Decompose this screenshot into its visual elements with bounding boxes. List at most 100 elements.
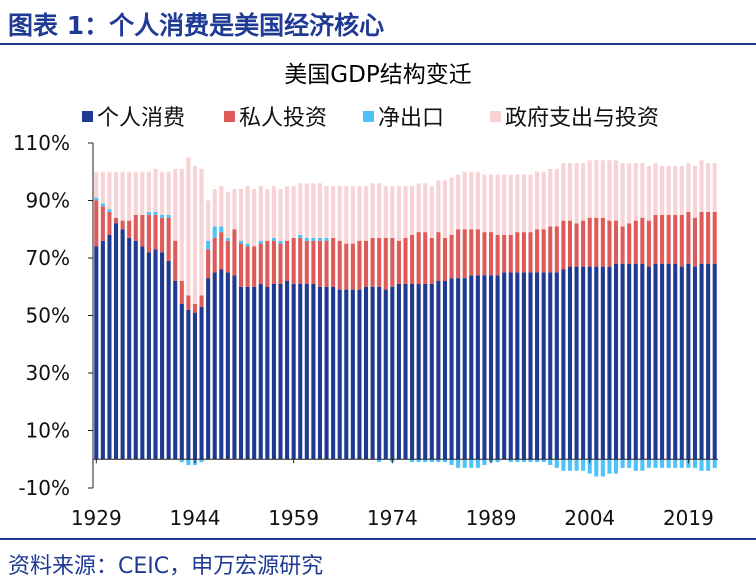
y-axis: 110% 90% 70% 50% 30% 10% -10% [13,131,94,500]
bar-segment-1940-1 [166,217,171,261]
bar-segment-2011-0 [633,263,638,460]
bar-segment-1939-0 [160,252,165,460]
bar-segment-1978-2 [416,459,421,463]
legend-swatch-3 [490,111,501,122]
bar-segment-1930-3 [100,171,105,204]
bar-segment-1940-0 [166,260,171,460]
bar-segment-1953-1 [252,246,257,287]
bar-segment-2017-0 [673,263,678,460]
bar-segment-2022-2 [706,459,711,471]
bar-segment-1932-1 [113,217,119,224]
bar-segment-1947-1 [212,237,217,273]
bar-segment-2007-2 [607,459,612,474]
bar-segment-1948-1 [219,232,224,270]
bar-segment-1994-2 [521,459,526,463]
bar-segment-1934-3 [127,171,132,221]
bar-segment-1978-3 [416,183,421,233]
bar-segment-2012-2 [640,459,645,471]
y-tick-label: 10% [26,419,70,443]
bar-segment-1986-3 [469,171,474,230]
bar-segment-1987-3 [475,171,480,230]
bar-segment-1935-3 [133,171,138,215]
bar-segment-1951-0 [238,286,244,460]
bar-segment-1970-0 [363,286,369,460]
bar-segment-2004-0 [587,266,592,460]
bar-segment-1961-2 [304,237,309,241]
bar-segment-1938-2 [153,212,158,215]
bar-segment-1937-0 [146,252,151,460]
bar-segment-2002-2 [574,459,579,471]
title-rule [0,43,756,45]
bar-segment-1942-1 [179,281,184,304]
bar-segment-1956-3 [271,186,276,238]
bar-segment-1983-1 [449,235,454,279]
bar-segment-2023-3 [712,163,717,212]
bar-segment-1981-3 [436,180,441,233]
bar-segment-2022-0 [706,263,711,460]
bar-segment-1956-1 [271,240,276,284]
bar-segment-1942-3 [179,168,184,281]
x-tick-label: 1974 [367,506,418,530]
bar-segment-2020-3 [692,166,698,218]
bar-segment-1968-3 [350,186,355,244]
bar-segment-1992-1 [508,235,513,273]
stacked-bar-chart: 美国GDP结构变迁 个人消费 私人投资 净出口 政府支出与投资 110% 90% 70% 5… [13,62,718,530]
bar-segment-1949-3 [225,191,230,238]
bar-segment-2005-0 [594,266,599,460]
bar-segment-1988-3 [482,174,487,233]
bar-segment-1985-1 [462,229,467,279]
bar-segment-1960-2 [298,235,303,238]
bar-segment-1952-0 [245,286,250,460]
bar-segment-1992-2 [508,459,513,463]
bar-segment-1952-3 [245,186,250,244]
bar-segment-1940-2 [166,214,171,218]
bar-segment-1944-1 [192,304,198,313]
bar-segment-2021-2 [699,459,704,471]
bar-segment-1980-3 [429,186,434,238]
bar-segment-2003-0 [581,266,586,460]
bar-segment-2012-3 [640,163,645,218]
bar-segment-1934-1 [127,220,132,238]
bar-segment-1939-3 [160,171,165,215]
legend-label-0: 个人消费 [97,106,185,131]
bar-segment-2018-1 [679,214,684,267]
bar-segment-1939-2 [160,214,165,218]
bar-segment-2002-0 [574,266,579,460]
bar-segment-2007-0 [607,266,612,460]
bar-segment-1984-3 [456,174,461,230]
bar-segment-2023-2 [712,459,717,468]
bar-segment-1999-1 [554,226,559,273]
bar-segment-1949-0 [225,272,230,460]
bar-segment-2019-1 [686,212,691,264]
bar-segment-1974-1 [390,237,395,287]
bar-segment-1973-1 [383,237,388,290]
bar-segment-1982-3 [442,180,448,238]
legend-swatch-0 [82,111,93,122]
bar-segment-1972-0 [377,286,382,460]
bar-segment-1948-0 [219,269,224,460]
bar-segment-1941-3 [173,168,178,241]
bar-segment-1953-0 [252,286,257,460]
bar-segment-1969-0 [357,289,362,460]
bar-segment-1988-1 [482,232,487,276]
bar-segment-1961-3 [304,183,309,238]
y-tick-label: 30% [26,361,70,385]
x-tick-label: 1944 [170,506,221,530]
bar-segment-1991-0 [502,272,507,460]
bar-segment-1964-3 [324,186,329,238]
bar-segment-1994-1 [521,232,526,273]
bar-segment-1983-2 [449,459,454,465]
bar-segment-1990-1 [495,235,500,276]
bar-segment-1999-2 [554,459,559,468]
bar-segment-2016-2 [666,459,671,468]
bar-segment-1997-1 [541,229,546,273]
legend-label-3: 政府支出与投资 [505,106,659,131]
bar-segment-2008-0 [613,263,619,460]
bar-segment-1977-3 [410,186,415,235]
bar-segment-1932-0 [113,223,119,460]
bar-segment-1996-2 [535,459,540,463]
bar-segment-1982-2 [442,459,448,463]
bar-segment-2002-3 [574,163,579,224]
bar-segment-1967-0 [344,289,349,460]
bar-segment-1939-1 [160,217,165,253]
